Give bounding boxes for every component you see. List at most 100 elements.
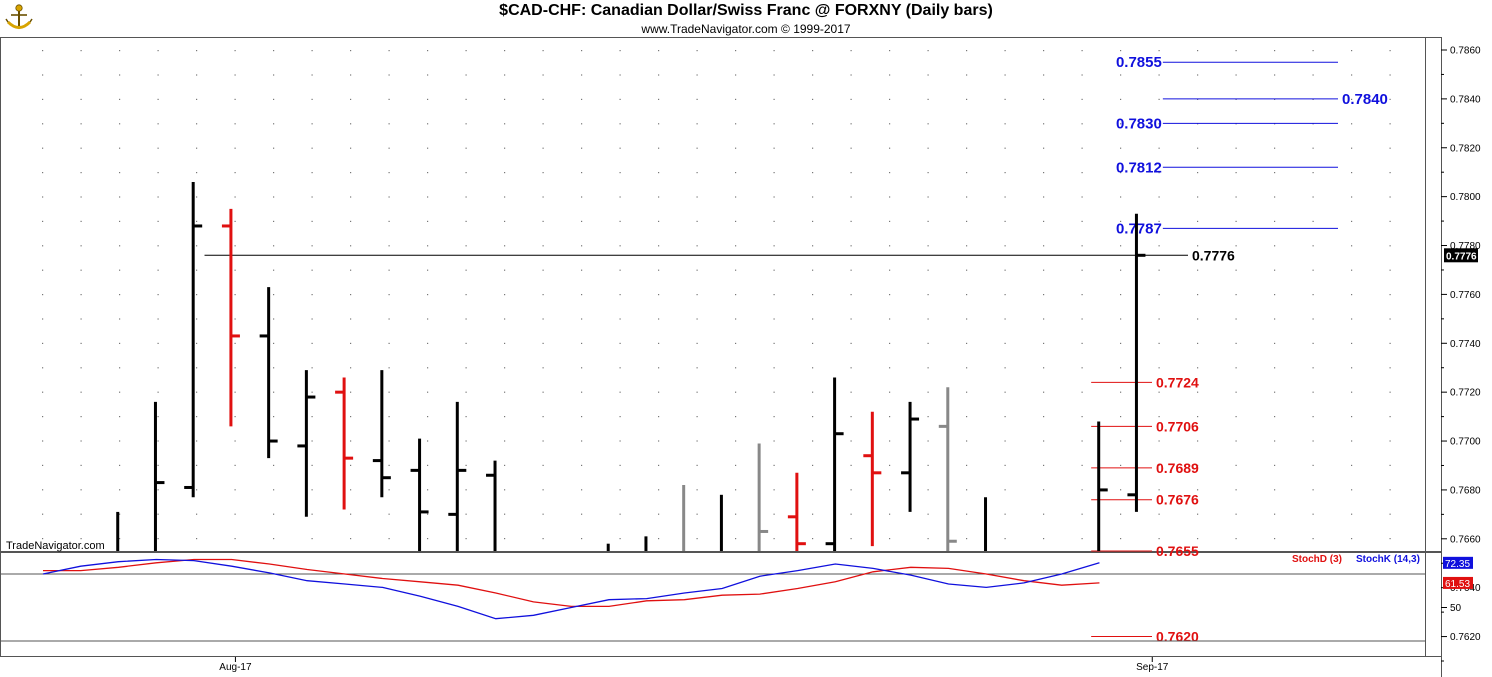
grid-dot: [350, 294, 352, 296]
grid-dot: [350, 269, 352, 271]
grid-dot: [427, 513, 429, 515]
grid-dot: [119, 294, 121, 296]
grid-dot: [773, 74, 775, 76]
grid-dot: [1312, 513, 1314, 515]
grid-dot: [658, 294, 660, 296]
grid-dot: [1120, 172, 1122, 174]
grid-dot: [311, 416, 313, 418]
grid-dot: [966, 294, 968, 296]
price-tick-label: 0.7780: [1450, 241, 1481, 252]
grid-dot: [1158, 74, 1160, 76]
grid-dot: [889, 318, 891, 320]
grid-dot: [311, 147, 313, 149]
grid-dot: [1351, 50, 1353, 52]
grid-dot: [889, 538, 891, 540]
grid-dot: [735, 294, 737, 296]
grid-dot: [157, 440, 159, 442]
grid-dot: [80, 367, 82, 369]
grid-dot: [696, 294, 698, 296]
level-label: 0.7620: [1156, 629, 1199, 645]
grid-dot: [80, 123, 82, 125]
grid-dot: [581, 269, 583, 271]
grid-dot: [42, 464, 44, 466]
grid-dot: [80, 318, 82, 320]
grid-dot: [696, 440, 698, 442]
grid-dot: [1120, 342, 1122, 344]
grid-dot: [696, 538, 698, 540]
grid-dot: [773, 245, 775, 247]
grid-dot: [157, 50, 159, 52]
grid-dot: [581, 220, 583, 222]
grid-dot: [773, 123, 775, 125]
stoch-tick-label: 50: [1450, 603, 1462, 614]
grid-dot: [927, 269, 929, 271]
grid-dot: [388, 245, 390, 247]
grid-dot: [1235, 513, 1237, 515]
grid-dot: [465, 538, 467, 540]
grid-dot: [1043, 464, 1045, 466]
grid-dot: [1351, 464, 1353, 466]
grid-dot: [1043, 269, 1045, 271]
grid-dot: [119, 269, 121, 271]
grid-dot: [196, 196, 198, 198]
grid-dot: [927, 172, 929, 174]
trade-navigator-logo-icon: [4, 2, 34, 34]
grid-dot: [812, 50, 814, 52]
grid-dot: [927, 440, 929, 442]
price-tick-label: 0.7680: [1450, 485, 1481, 496]
grid-dot: [1312, 220, 1314, 222]
grid-dot: [1043, 489, 1045, 491]
grid-dot: [1120, 513, 1122, 515]
grid-dot: [735, 98, 737, 100]
grid-dot: [619, 196, 621, 198]
grid-dot: [658, 513, 660, 515]
grid-dot: [1389, 50, 1391, 52]
grid-dot: [427, 123, 429, 125]
grid-dot: [1274, 172, 1276, 174]
grid-dot: [1120, 147, 1122, 149]
grid-dot: [42, 220, 44, 222]
grid-dot: [850, 74, 852, 76]
grid-dot: [658, 440, 660, 442]
grid-dot: [273, 489, 275, 491]
grid-dot: [1158, 440, 1160, 442]
grid-dot: [388, 342, 390, 344]
grid-dot: [889, 294, 891, 296]
grid-dot: [1158, 367, 1160, 369]
grid-dot: [696, 513, 698, 515]
grid-dot: [696, 416, 698, 418]
grid-dot: [311, 74, 313, 76]
grid-dot: [850, 538, 852, 540]
grid-dot: [889, 269, 891, 271]
grid-dot: [542, 464, 544, 466]
grid-dot: [1389, 367, 1391, 369]
grid-dot: [696, 123, 698, 125]
ohlc-bar: [410, 438, 429, 551]
grid-dot: [1043, 440, 1045, 442]
grid-dot: [735, 342, 737, 344]
grid-dot: [157, 245, 159, 247]
grid-dot: [1081, 318, 1083, 320]
grid-dot: [696, 172, 698, 174]
grid-dot: [119, 172, 121, 174]
grid-dot: [735, 440, 737, 442]
grid-dot: [465, 98, 467, 100]
grid-dot: [773, 220, 775, 222]
grid-dot: [42, 147, 44, 149]
grid-dot: [1235, 245, 1237, 247]
grid-dot: [311, 318, 313, 320]
grid-dot: [196, 391, 198, 393]
grid-dot: [1043, 172, 1045, 174]
grid-dot: [1235, 440, 1237, 442]
grid-dot: [619, 220, 621, 222]
grid-dot: [1351, 489, 1353, 491]
grid-dot: [735, 269, 737, 271]
grid-dot: [812, 220, 814, 222]
grid-dot: [350, 245, 352, 247]
grid-dot: [350, 464, 352, 466]
grid-dot: [1158, 464, 1160, 466]
ohlc-bar: [297, 370, 316, 517]
grid-dot: [80, 196, 82, 198]
grid-dot: [42, 98, 44, 100]
